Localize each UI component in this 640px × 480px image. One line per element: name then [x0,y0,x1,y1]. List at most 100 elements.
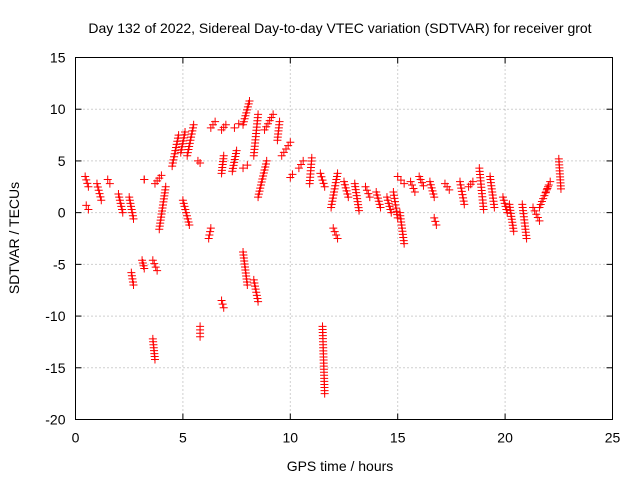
data-point [140,175,149,184]
data-point [522,234,531,243]
data-point [460,200,469,209]
data-point [387,208,396,217]
data-point [219,303,228,312]
data-point [389,187,398,196]
data-point [205,231,214,240]
x-tick-label: 10 [283,430,299,446]
data-point [458,190,467,199]
data-point [544,181,553,190]
data-point [391,200,400,209]
x-tick-label: 0 [72,430,80,446]
data-point [282,145,291,154]
data-point [459,193,468,202]
data-point [406,177,415,186]
data-point [279,148,288,157]
data-point [196,332,205,341]
y-axis-label: SDTVAR / TECUs [6,182,22,294]
y-tick-label: -20 [45,412,65,428]
y-tick-label: -10 [45,308,65,324]
data-point [535,216,544,225]
data-point [230,123,239,132]
data-point [84,182,93,191]
data-point [410,187,419,196]
data-point [95,189,104,198]
data-point [419,181,428,190]
data-point [509,227,518,236]
data-point [148,256,157,265]
data-point [193,156,202,165]
data-point [81,172,90,181]
axis-ticks [75,57,613,420]
data-point [543,184,552,193]
data-point [544,182,553,191]
y-tick-label: 15 [50,50,66,66]
data-point [364,189,373,198]
x-tick-label: 20 [497,430,513,446]
y-tick-label: 10 [50,101,66,117]
data-points [81,96,565,398]
data-point [232,146,241,155]
data-point [432,221,441,230]
data-point [479,205,488,214]
x-tick-label: 15 [390,430,406,446]
data-point [344,193,353,202]
data-point [286,138,295,147]
data-point [389,191,398,200]
data-point [239,164,248,173]
data-point [105,179,114,188]
data-point [181,127,190,136]
data-point [245,96,254,105]
data-point [556,184,565,193]
data-point [189,120,198,129]
data-point [206,224,215,233]
data-point [392,204,401,213]
data-point [409,184,418,193]
x-tick-labels: 0 5 10 15 20 25 [72,430,621,446]
data-point [457,184,466,193]
data-point [431,217,440,226]
data-point [333,234,342,243]
data-point [361,182,370,191]
data-point [329,224,338,233]
data-point [82,175,91,184]
data-point [140,264,149,273]
data-point [129,281,138,290]
data-point [269,110,278,119]
x-axis-label: GPS time / hours [287,458,394,474]
data-point [275,117,284,126]
data-point [185,221,194,230]
data-point [297,160,306,169]
data-point [157,171,166,180]
data-point [151,263,160,272]
data-point [532,210,541,219]
data-point [277,151,286,160]
data-point [150,355,159,364]
data-point [234,119,243,128]
data-point [97,196,106,205]
data-point [103,175,112,184]
y-tick-label: -15 [45,360,65,376]
data-point [400,239,409,248]
data-point [294,164,303,173]
data-point [83,179,92,188]
data-point [84,205,93,214]
data-point [392,207,401,216]
plot-frame [75,57,613,420]
data-point [355,206,364,215]
data-point [284,141,293,150]
data-point [456,180,465,189]
data-point [365,193,374,202]
data-point [530,206,539,215]
data-point [408,181,417,190]
data-point [332,231,341,240]
y-tick-label: -5 [53,256,66,272]
data-point [393,172,402,181]
data-point [541,187,550,196]
data-point [288,170,297,179]
data-point [400,179,409,188]
data-point [457,187,466,196]
chart-title: Day 132 of 2022, Sidereal Day-to-day VTE… [88,20,591,36]
data-point [153,266,162,275]
data-point [320,182,329,191]
